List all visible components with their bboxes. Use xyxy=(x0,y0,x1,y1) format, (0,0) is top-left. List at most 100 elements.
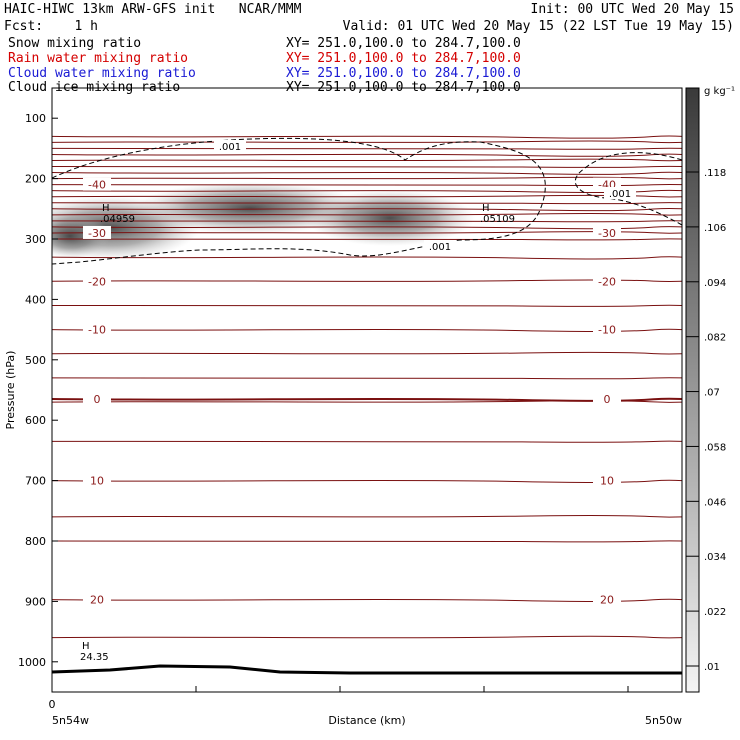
y-tick-label: 600 xyxy=(25,414,46,427)
label-knockout xyxy=(593,274,621,288)
isotherm xyxy=(52,194,682,198)
isotherm-label: 20 xyxy=(600,594,614,607)
label-knockout xyxy=(83,392,111,406)
isotherm-labelled xyxy=(52,279,682,283)
y-tick-label: 900 xyxy=(25,595,46,608)
y-tick-label: 200 xyxy=(25,173,46,186)
isotherm xyxy=(52,165,682,168)
isotherm-labelled xyxy=(52,479,682,483)
isotherm-labelled xyxy=(52,183,682,187)
isotherm xyxy=(52,189,682,194)
colorbar-tick-label: .046 xyxy=(704,497,726,508)
label-knockout xyxy=(83,177,111,191)
x-right-endpoint-label: 5n50w xyxy=(645,714,682,727)
colorbar-tick-label: .07 xyxy=(704,388,720,399)
header-forecast-hour: Fcst: 1 h xyxy=(4,19,98,34)
isotherm-label: -30 xyxy=(88,227,106,240)
colorbar-tick-label: .034 xyxy=(704,552,726,563)
isotherm xyxy=(52,153,682,157)
extremum-value: 24.35 xyxy=(80,652,109,663)
isotherm xyxy=(52,440,682,443)
isotherm xyxy=(52,176,682,180)
x-axis-title: Distance (km) xyxy=(328,714,405,727)
isotherm-label: 0 xyxy=(94,393,101,406)
colorbar-tick-label: .058 xyxy=(704,442,726,453)
snow-cloud-core-east xyxy=(305,190,475,246)
y-tick-label: 300 xyxy=(25,233,46,246)
isotherm xyxy=(52,377,682,380)
distance-axis xyxy=(195,686,629,692)
field-xy-rain: XY= 251.0,100.0 to 284.7,100.0 xyxy=(286,51,521,66)
colorbar-tick-label: .118 xyxy=(704,168,726,179)
isotherm-label: 20 xyxy=(90,594,104,607)
isotherm-labelled xyxy=(52,231,682,234)
isotherm xyxy=(52,147,682,150)
snow-contour-east xyxy=(574,152,682,226)
label-knockout xyxy=(214,140,246,152)
y-tick-label: 1000 xyxy=(18,656,46,669)
isotherm xyxy=(52,304,682,307)
isotherm xyxy=(52,212,682,216)
colorbar-tick-label: .01 xyxy=(704,662,720,673)
isotherm xyxy=(52,202,682,205)
field-xy-cloud-water: XY= 251.0,100.0 to 284.7,100.0 xyxy=(286,66,521,81)
label-knockout xyxy=(83,322,111,336)
isotherm-label: -10 xyxy=(598,324,616,337)
label-knockout xyxy=(83,473,111,487)
isotherm xyxy=(52,238,682,241)
extremum-mark: H xyxy=(482,203,490,214)
snow-contour-west xyxy=(52,137,546,265)
colorbar-tick-label: .094 xyxy=(704,278,726,289)
field-xy-snow: XY= 251.0,100.0 to 284.7,100.0 xyxy=(286,36,521,51)
temperature-isotherms xyxy=(52,135,682,639)
label-knockout xyxy=(593,225,621,239)
isotherm xyxy=(52,514,682,518)
terrain-surface-line xyxy=(52,664,682,675)
y-tick-label: 800 xyxy=(25,535,46,548)
isotherm xyxy=(52,635,682,639)
extremum-mark: H xyxy=(82,641,90,652)
colorbar xyxy=(685,87,700,693)
isotherm xyxy=(52,135,682,139)
isotherm-label: -20 xyxy=(598,275,616,288)
isotherm-labelled xyxy=(52,397,682,402)
header-init-time: Init: 00 UTC Wed 20 May 15 xyxy=(530,2,735,17)
y-tick-label: 700 xyxy=(25,475,46,488)
isotherm-label: 10 xyxy=(90,475,104,488)
x-tick-label: 0 xyxy=(49,698,56,711)
label-knockout xyxy=(593,473,621,487)
y-tick-label: 500 xyxy=(25,354,46,367)
extremum-value: .05109 xyxy=(480,214,515,225)
y-axis-title: Pressure (hPa) xyxy=(4,351,17,430)
isotherm-label: -10 xyxy=(88,324,106,337)
snow-contour-label: .001 xyxy=(609,189,631,200)
label-knockout xyxy=(83,225,111,239)
colorbar-ticks: .118 .106 .094 .082 .07 .058 .046 .034 .022 .01 xyxy=(686,168,726,673)
isotherm-label: -30 xyxy=(598,227,616,240)
isotherm xyxy=(52,220,682,223)
isotherm xyxy=(52,207,682,212)
isotherm-label: 10 xyxy=(600,475,614,488)
isotherm xyxy=(52,540,682,543)
label-knockout xyxy=(424,240,456,252)
field-name-cloud-water: Cloud water mixing ratio xyxy=(8,66,196,81)
x-left-endpoint-label: 5n54w xyxy=(52,714,89,727)
pressure-axis: 100 200 300 400 500 600 700 800 900 1000 xyxy=(18,112,58,669)
extremum-value: .04959 xyxy=(100,214,135,225)
extremum-mark: H xyxy=(102,203,110,214)
isotherm xyxy=(52,140,682,144)
label-knockout xyxy=(593,592,621,606)
isotherm xyxy=(52,226,682,230)
isotherm xyxy=(52,256,682,260)
colorbar-tick-label: .022 xyxy=(704,607,726,618)
snow-contour-label: .001 xyxy=(429,242,451,253)
snow-contour-label: .001 xyxy=(219,142,241,153)
field-name-snow: Snow mixing ratio xyxy=(8,36,142,51)
isotherm xyxy=(52,158,682,162)
colorbar-tick-label: .106 xyxy=(704,223,726,234)
isotherm xyxy=(52,400,682,403)
y-tick-label: 400 xyxy=(25,293,46,306)
